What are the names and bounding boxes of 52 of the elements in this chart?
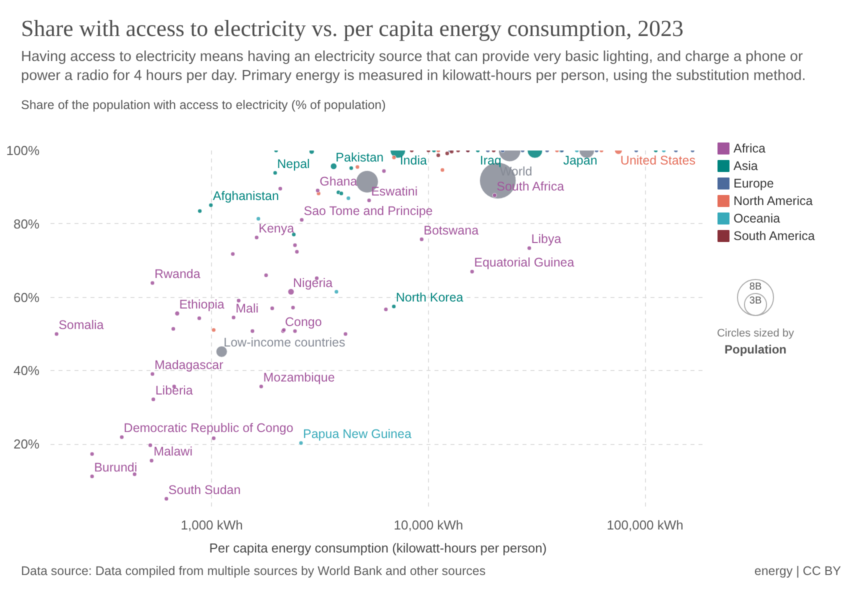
annotation: Rwanda <box>154 266 200 281</box>
annotation: Iraq <box>480 154 502 168</box>
annotation: Eswatini <box>371 184 418 198</box>
annotation: Mozambique <box>263 370 335 384</box>
y-tick-label: 100% <box>6 143 40 158</box>
annotation: United States <box>620 154 696 168</box>
annotation: Botswana <box>424 223 479 238</box>
x-tick-label: 100,000 kWh <box>606 518 684 532</box>
annotation: Congo <box>284 315 322 330</box>
annotation: Afghanistan <box>212 189 279 204</box>
chart-title: Share with access to electricity vs. per capita energy consumption, 2023 <box>21 15 685 43</box>
annotation: Mali <box>236 301 258 316</box>
annotation: Nepal <box>277 156 310 171</box>
y-tick-label: 60% <box>13 290 40 305</box>
annotation: Nigeria <box>293 276 333 290</box>
legend-label: Oceania <box>734 212 780 226</box>
annotation: Papua New Guinea <box>303 427 412 442</box>
text: Circles sized by Population <box>716 328 795 356</box>
legend-label: Europe <box>734 176 774 190</box>
annotation: Pakistan <box>336 150 384 164</box>
annotation: Burundi <box>94 460 138 474</box>
annotation: Libya <box>531 232 562 246</box>
y-axis-title: Share of the population with access to electricity (% of population) <box>21 97 387 114</box>
legend-label: North America <box>734 194 813 208</box>
annotation: Malawi <box>154 444 192 459</box>
annotation: Somalia <box>58 318 104 332</box>
annotation: Japan <box>563 154 598 168</box>
source-note: Data source: Data compiled from multiple sources by World Bank and other sources <box>21 563 486 580</box>
x-tick-label: 1,000 kWh <box>180 518 243 532</box>
annotation: Ethiopia <box>179 297 224 312</box>
annotation: Sao Tome and Principe <box>304 204 433 218</box>
y-tick-label: 20% <box>13 436 40 452</box>
annotation: India <box>400 154 427 168</box>
y-tick-label: 80% <box>13 216 40 232</box>
chart-subtitle: Having access to electricity means having an electricity source that can provide very basic lighting, and charge a phone or power a radio for 4 hours per day. Primary energy is measured in kilowatt-hours per person, using the substitution method. <box>21 48 807 86</box>
x-tick-label: 10,000 kWh <box>394 518 464 532</box>
annotation: Kenya <box>258 221 294 236</box>
annotation: Low-income countries <box>224 336 346 350</box>
annotation: Liberia <box>155 383 193 398</box>
annotation: Democratic Republic of Congo <box>124 421 294 436</box>
legend-label: South America <box>734 229 815 243</box>
annotation: South Sudan <box>168 482 241 497</box>
annotation: Madagascar <box>154 358 224 372</box>
text: energy | CC BY <box>754 563 841 580</box>
annotation: Equatorial Guinea <box>474 256 574 270</box>
x-axis-title: Per capita energy consumption (kilowatt-hours per person) <box>209 540 547 556</box>
annotation: North Korea <box>396 290 464 304</box>
legend-label: 3B <box>749 295 762 306</box>
legend-label: Africa <box>734 142 766 156</box>
legend-label: Asia <box>734 159 758 173</box>
y-tick-label: 40% <box>13 363 40 378</box>
legend-label: 8B <box>749 282 762 292</box>
